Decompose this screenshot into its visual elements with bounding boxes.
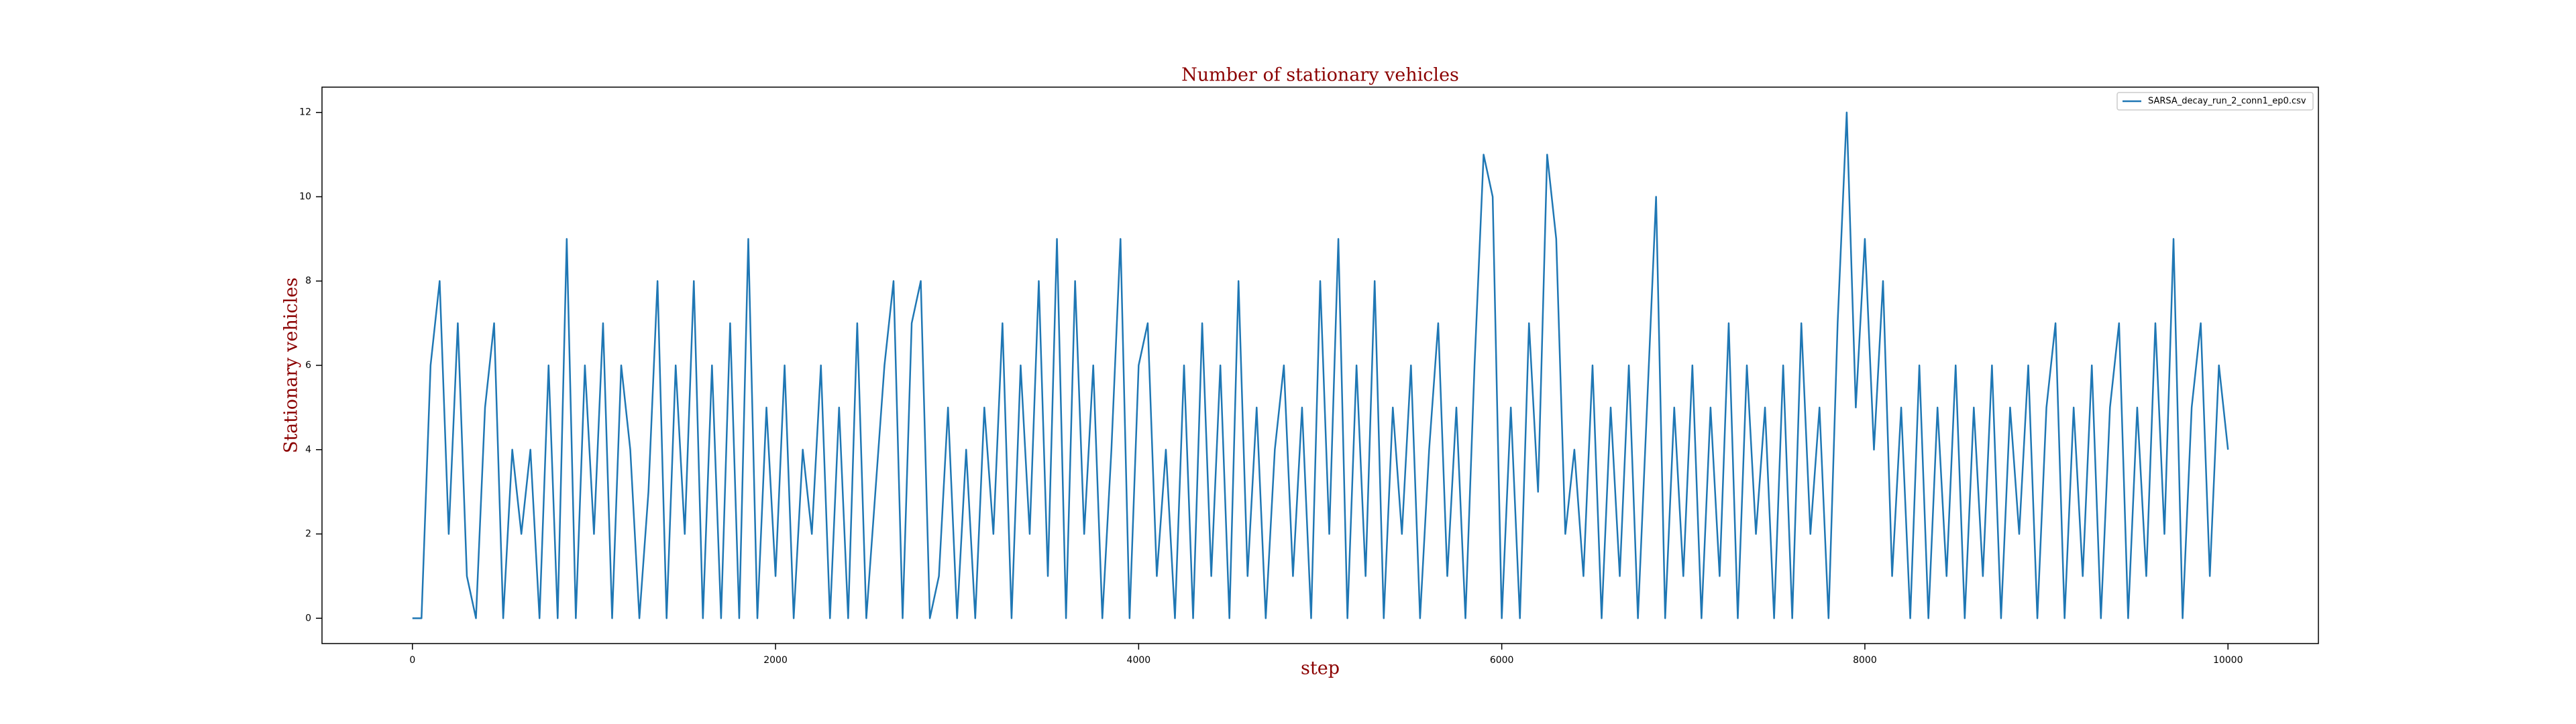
legend-box [2116,92,2314,111]
y-tick-label: 10 [299,191,311,202]
x-tick-label: 0 [409,655,415,666]
chart-title: Number of stationary vehicles [1181,65,1459,86]
y-tick-label: 6 [305,360,311,371]
x-tick-label: 6000 [1490,655,1514,666]
y-tick-label: 0 [305,613,311,623]
x-axis-label: step [1301,658,1340,679]
y-tick-label: 8 [305,276,311,286]
y-tick-label: 2 [305,529,311,540]
data-line [412,111,2229,619]
y-axis-label: Stationary vehicles [281,278,302,453]
legend-label: SARSA_decay_run_2_conn1_ep0.csv [2148,97,2306,107]
x-tick-label: 4000 [1127,655,1151,666]
x-tick-label: 10000 [2213,655,2243,666]
x-tick-label: 8000 [1853,655,1877,666]
y-tick-label: 12 [299,107,311,118]
y-tick-label: 4 [305,444,311,455]
x-tick-label: 2000 [763,655,788,666]
plot-frame [321,86,2319,644]
